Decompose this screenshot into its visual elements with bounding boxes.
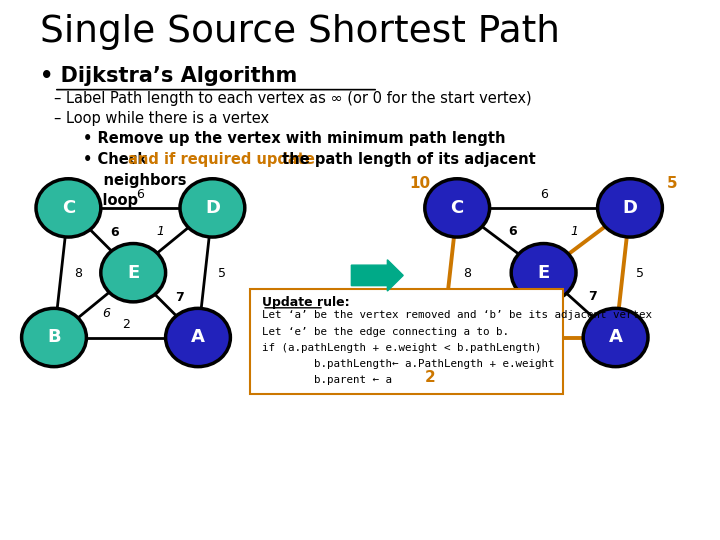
Ellipse shape [598, 179, 662, 237]
Text: • Check: • Check [83, 152, 152, 167]
Text: 8: 8 [74, 267, 82, 280]
Text: 8: 8 [463, 267, 471, 280]
Text: C: C [451, 199, 464, 217]
Text: • Remove up the vertex with minimum path length: • Remove up the vertex with minimum path… [83, 131, 505, 146]
Text: 6: 6 [500, 308, 508, 321]
Text: 7: 7 [588, 291, 598, 303]
Text: 1: 1 [570, 225, 579, 238]
Text: Update rule:: Update rule: [262, 296, 350, 309]
Text: Single Source Shortest Path: Single Source Shortest Path [40, 14, 559, 50]
Text: E: E [537, 264, 550, 282]
Text: D: D [623, 199, 637, 217]
Text: 5: 5 [636, 267, 644, 280]
Text: Let ‘a’ be the vertex removed and ‘b’ be its adjacent vertex: Let ‘a’ be the vertex removed and ‘b’ be… [262, 310, 652, 321]
Text: 7: 7 [175, 291, 184, 304]
Ellipse shape [511, 244, 576, 302]
Text: C: C [62, 199, 75, 217]
Ellipse shape [36, 179, 101, 237]
FancyBboxPatch shape [250, 289, 563, 394]
Ellipse shape [583, 308, 648, 367]
Text: 10: 10 [409, 176, 431, 191]
Text: E: E [127, 264, 140, 282]
Text: D: D [205, 199, 220, 217]
Text: b.parent ← a: b.parent ← a [262, 375, 392, 386]
FancyArrow shape [351, 260, 403, 291]
Text: neighbors: neighbors [83, 173, 186, 188]
Ellipse shape [101, 244, 166, 302]
Text: 1: 1 [156, 225, 164, 238]
Text: 6: 6 [508, 225, 517, 238]
Text: • Dijkstra’s Algorithm: • Dijkstra’s Algorithm [40, 66, 297, 86]
Text: 6: 6 [102, 307, 110, 320]
Text: 2: 2 [425, 370, 435, 386]
Ellipse shape [166, 308, 230, 367]
Text: A: A [191, 328, 205, 347]
Text: Let ‘e’ be the edge connecting a to b.: Let ‘e’ be the edge connecting a to b. [262, 327, 509, 337]
Text: – Label Path length to each vertex as ∞ (or 0 for the start vertex): – Label Path length to each vertex as ∞ … [54, 91, 531, 106]
Text: b.pathLength← a.PathLength + e.weight: b.pathLength← a.PathLength + e.weight [262, 359, 554, 369]
Text: A: A [608, 328, 623, 347]
Text: B: B [436, 328, 449, 347]
Text: 5: 5 [667, 176, 677, 191]
Text: – Loop while there is a vertex: – Loop while there is a vertex [54, 111, 269, 126]
Text: 2: 2 [526, 318, 533, 331]
Ellipse shape [425, 179, 490, 237]
Text: the path length of its adjacent: the path length of its adjacent [277, 152, 536, 167]
Text: B: B [48, 328, 60, 347]
Text: if (a.pathLength + e.weight < b.pathLength): if (a.pathLength + e.weight < b.pathLeng… [262, 343, 541, 353]
Text: 6: 6 [137, 188, 144, 201]
Text: 6: 6 [110, 226, 119, 239]
Text: and if required update: and if required update [128, 152, 315, 167]
Text: 6: 6 [540, 188, 547, 201]
Ellipse shape [410, 308, 475, 367]
Text: 2: 2 [122, 318, 130, 331]
Text: – end loop: – end loop [54, 193, 138, 208]
Text: 5: 5 [218, 267, 226, 280]
Ellipse shape [180, 179, 245, 237]
Ellipse shape [22, 308, 86, 367]
